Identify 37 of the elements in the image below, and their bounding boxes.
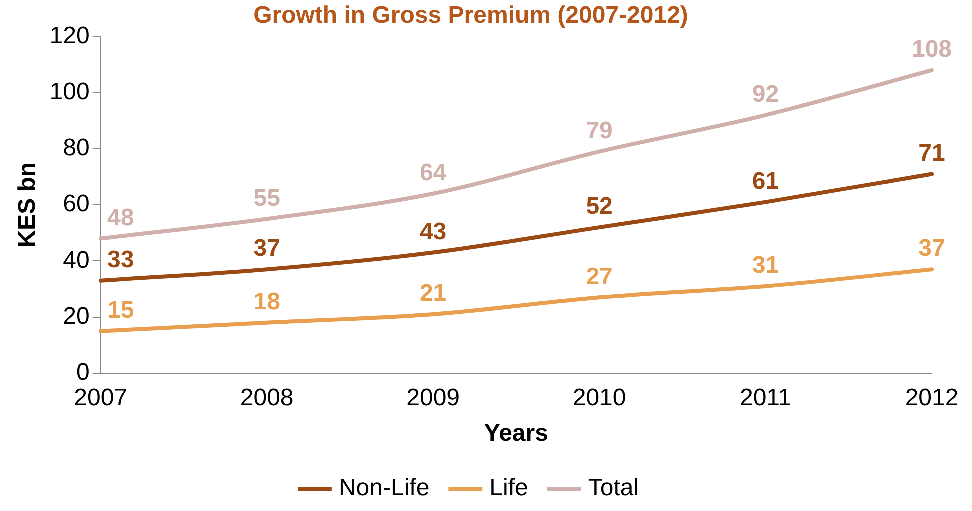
y-tick-label: 80 bbox=[63, 134, 90, 162]
data-label: 55 bbox=[254, 184, 280, 212]
data-label: 37 bbox=[254, 235, 280, 262]
data-label: 48 bbox=[107, 204, 134, 232]
data-label: 31 bbox=[752, 252, 780, 280]
data-label: 18 bbox=[254, 288, 280, 316]
x-axis-title: Years bbox=[484, 420, 548, 448]
data-label: 21 bbox=[420, 280, 447, 308]
data-label: 15 bbox=[107, 296, 134, 324]
data-label: 52 bbox=[586, 193, 613, 220]
y-tick-label: 0 bbox=[76, 359, 90, 386]
legend-label: Life bbox=[490, 474, 528, 502]
x-tick-label: 2011 bbox=[740, 384, 792, 412]
x-tick-label: 2009 bbox=[406, 384, 460, 412]
x-tick-label: 2007 bbox=[74, 384, 128, 412]
data-label: 92 bbox=[752, 80, 780, 108]
data-label: 43 bbox=[420, 218, 447, 246]
y-axis-title: KES bn bbox=[14, 162, 42, 248]
legend-label: Total bbox=[588, 474, 640, 502]
legend-label: Non-Life bbox=[338, 474, 430, 502]
x-tick-label: 2008 bbox=[240, 384, 294, 412]
chart-title: Growth in Gross Premium (2007-2012) bbox=[254, 2, 688, 30]
data-label: 71 bbox=[918, 140, 946, 167]
y-tick-label: 100 bbox=[50, 78, 90, 106]
y-tick-label: 40 bbox=[63, 246, 90, 274]
data-label: 27 bbox=[586, 263, 613, 290]
y-tick-label: 60 bbox=[63, 190, 90, 218]
y-tick-label: 120 bbox=[50, 22, 90, 50]
data-label: 61 bbox=[752, 168, 780, 195]
x-tick-label: 2012 bbox=[905, 384, 959, 412]
x-tick-label: 2010 bbox=[572, 384, 626, 412]
y-tick-label: 20 bbox=[63, 302, 90, 330]
data-label: 37 bbox=[918, 235, 946, 262]
data-label: 108 bbox=[912, 36, 952, 64]
data-label: 33 bbox=[107, 246, 134, 274]
data-label: 79 bbox=[586, 117, 613, 144]
data-label: 64 bbox=[420, 160, 448, 187]
